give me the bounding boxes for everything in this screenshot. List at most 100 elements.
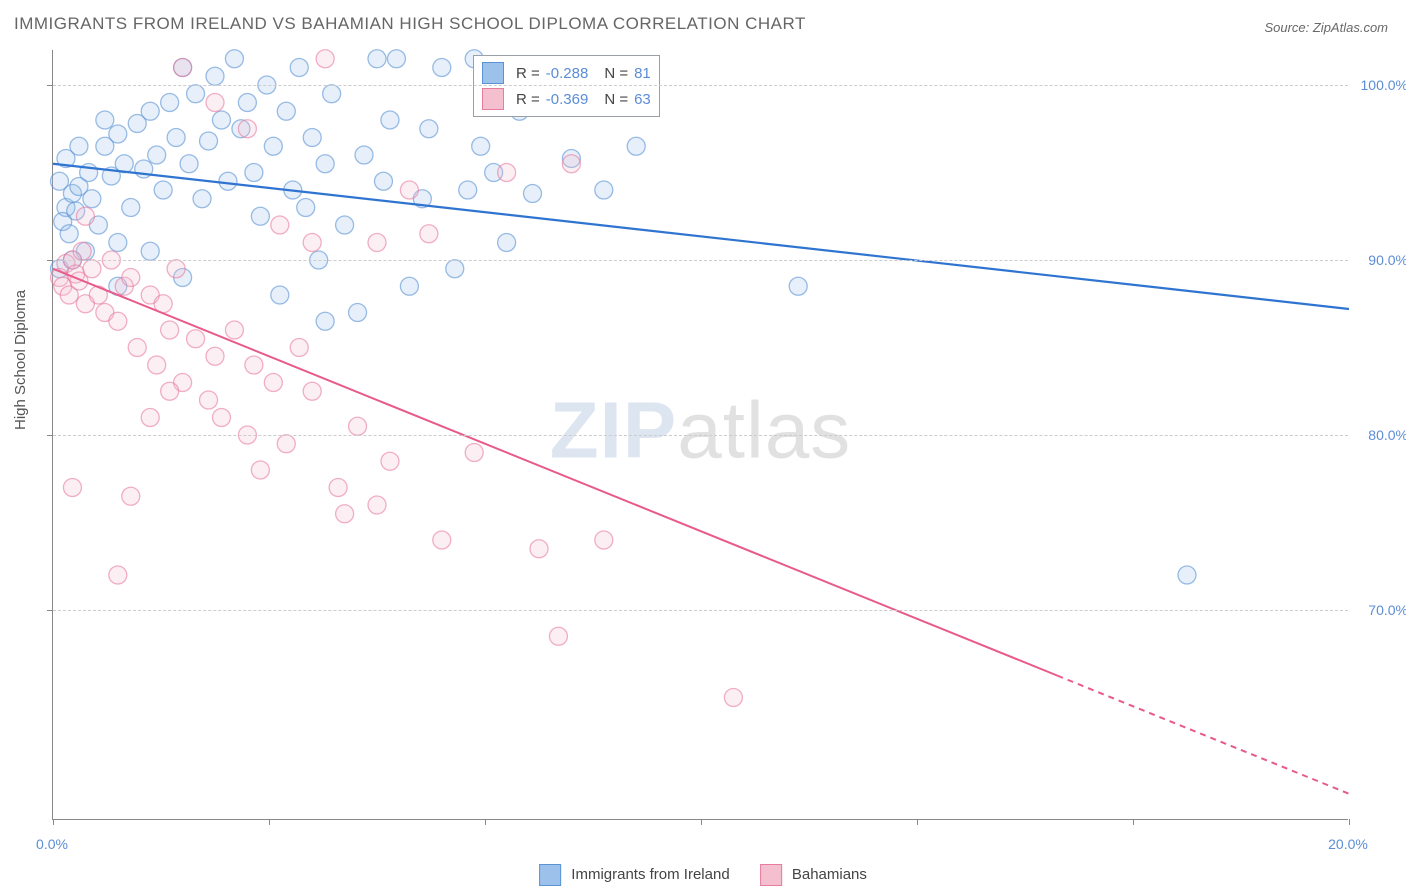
data-point — [368, 234, 386, 252]
data-point — [290, 339, 308, 357]
data-point — [141, 242, 159, 260]
data-point — [724, 689, 742, 707]
y-tick-label: 100.0% — [1358, 77, 1406, 93]
data-point — [400, 277, 418, 295]
data-point — [122, 199, 140, 217]
data-point — [355, 146, 373, 164]
data-point — [336, 216, 354, 234]
data-point — [225, 321, 243, 339]
data-point — [264, 137, 282, 155]
correlation-legend: R = -0.288 N = 81 R = -0.369 N = 63 — [473, 55, 660, 117]
data-point — [174, 59, 192, 77]
data-point — [498, 234, 516, 252]
data-point — [128, 339, 146, 357]
data-point — [498, 164, 516, 182]
chart-container: IMMIGRANTS FROM IRELAND VS BAHAMIAN HIGH… — [0, 0, 1406, 892]
data-point — [316, 50, 334, 68]
data-point — [245, 164, 263, 182]
data-point — [433, 59, 451, 77]
data-point — [251, 207, 269, 225]
regression-line-dashed — [1057, 676, 1349, 794]
data-point — [290, 59, 308, 77]
data-point — [303, 234, 321, 252]
data-point — [73, 242, 91, 260]
data-point — [161, 321, 179, 339]
data-point — [238, 120, 256, 138]
data-point — [297, 199, 315, 217]
legend-label-bahamians: Bahamians — [792, 866, 867, 883]
data-point — [446, 260, 464, 278]
data-point — [595, 531, 613, 549]
data-point — [277, 435, 295, 453]
r-value-bahamians: -0.369 — [546, 91, 589, 108]
data-point — [465, 444, 483, 462]
data-point — [60, 225, 78, 243]
data-point — [245, 356, 263, 374]
data-point — [122, 487, 140, 505]
chart-title: IMMIGRANTS FROM IRELAND VS BAHAMIAN HIGH… — [14, 14, 806, 34]
y-tick-label: 90.0% — [1358, 252, 1406, 268]
legend-swatch-ireland — [482, 62, 504, 84]
data-point — [251, 461, 269, 479]
data-point — [122, 269, 140, 287]
data-point — [141, 409, 159, 427]
data-point — [238, 94, 256, 112]
data-point — [349, 304, 367, 322]
plot-area: ZIPatlas R = -0.288 N = 81 R = -0.369 N … — [52, 50, 1348, 820]
data-point — [387, 50, 405, 68]
data-point — [336, 505, 354, 523]
data-point — [206, 94, 224, 112]
data-point — [316, 312, 334, 330]
legend-item-ireland: Immigrants from Ireland — [539, 864, 730, 886]
data-point — [200, 132, 218, 150]
data-point — [323, 85, 341, 103]
source-label: Source: ZipAtlas.com — [1264, 20, 1388, 35]
data-point — [212, 111, 230, 129]
data-point — [154, 181, 172, 199]
data-point — [277, 102, 295, 120]
data-point — [381, 111, 399, 129]
data-point — [271, 286, 289, 304]
data-point — [374, 172, 392, 190]
data-point — [400, 181, 418, 199]
data-point — [206, 347, 224, 365]
x-tick-label: 0.0% — [36, 836, 68, 852]
data-point — [381, 452, 399, 470]
data-point — [219, 172, 237, 190]
data-point — [225, 50, 243, 68]
legend-swatch-bahamians — [482, 88, 504, 110]
data-point — [420, 225, 438, 243]
data-point — [472, 137, 490, 155]
data-point — [63, 479, 81, 497]
data-point — [1178, 566, 1196, 584]
data-point — [70, 137, 88, 155]
data-point — [96, 111, 114, 129]
legend-swatch-bahamians-bottom — [760, 864, 782, 886]
data-point — [83, 260, 101, 278]
data-point — [148, 356, 166, 374]
data-point — [76, 207, 94, 225]
data-point — [368, 50, 386, 68]
data-point — [200, 391, 218, 409]
n-value-ireland: 81 — [634, 65, 651, 82]
data-point — [433, 531, 451, 549]
data-point — [316, 155, 334, 173]
data-point — [187, 330, 205, 348]
data-point — [187, 85, 205, 103]
data-point — [562, 155, 580, 173]
correlation-row-ireland: R = -0.288 N = 81 — [482, 60, 651, 86]
data-point — [303, 382, 321, 400]
data-point — [180, 155, 198, 173]
y-tick-label: 80.0% — [1358, 427, 1406, 443]
correlation-row-bahamians: R = -0.369 N = 63 — [482, 86, 651, 112]
regression-line — [53, 269, 1057, 676]
data-point — [524, 185, 542, 203]
data-point — [303, 129, 321, 147]
data-point — [206, 67, 224, 85]
data-point — [271, 216, 289, 234]
data-point — [368, 496, 386, 514]
x-tick-label: 20.0% — [1328, 836, 1368, 852]
data-point — [420, 120, 438, 138]
data-point — [549, 627, 567, 645]
series-legend: Immigrants from Ireland Bahamians — [539, 864, 867, 886]
